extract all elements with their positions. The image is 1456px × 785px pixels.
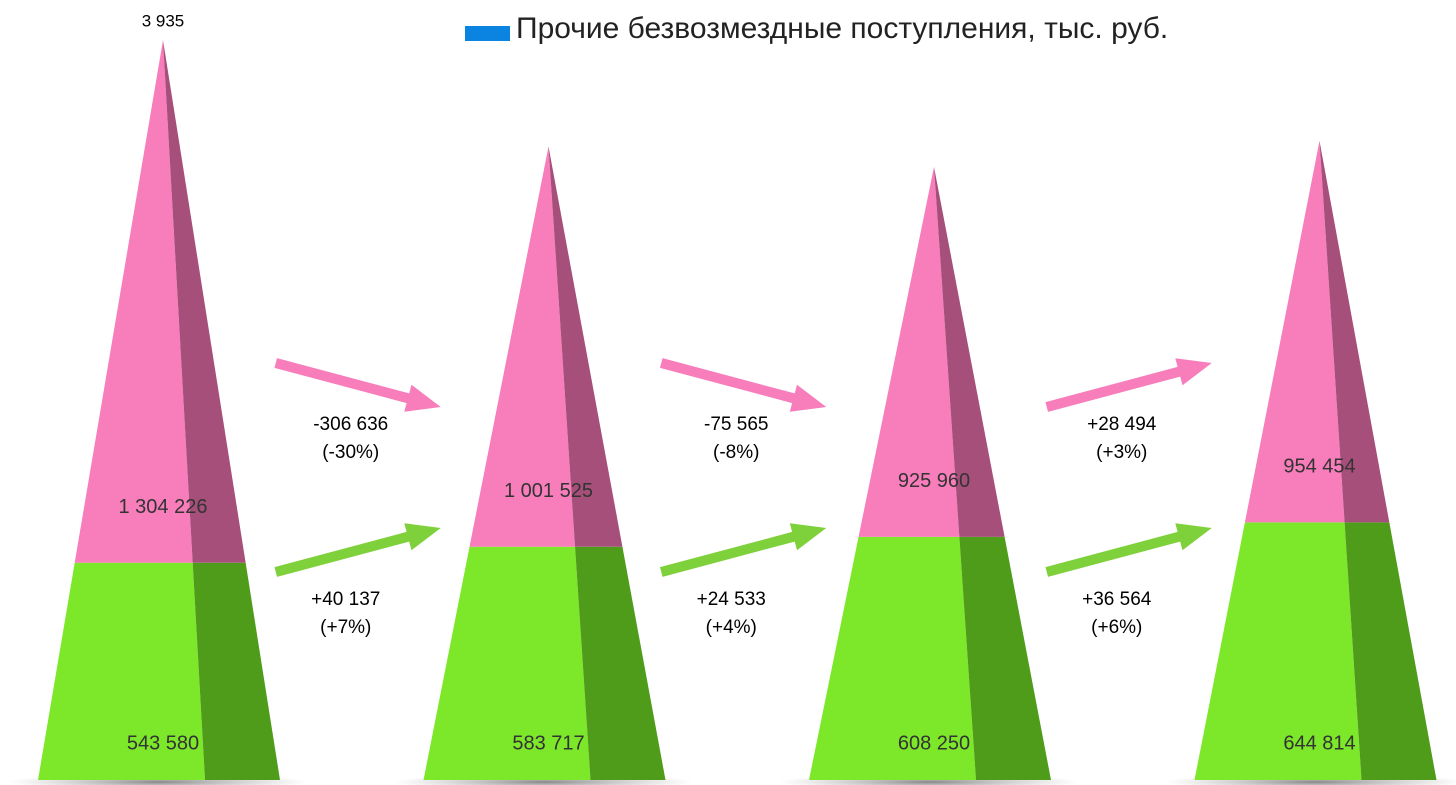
- segment-front: [38, 562, 205, 780]
- change-arrow: [1045, 523, 1212, 577]
- segment-front: [809, 536, 976, 780]
- segment-front: [74, 41, 193, 563]
- segment-front: [469, 146, 576, 547]
- segment-side: [575, 546, 666, 780]
- change-percent: (+6%): [1091, 617, 1142, 638]
- value-label: 583 717: [512, 732, 584, 754]
- legend-swatch: [465, 26, 510, 41]
- value-label: 1 304 226: [119, 496, 208, 518]
- segment-side: [1319, 140, 1390, 523]
- segment-front: [1244, 140, 1345, 523]
- change-arrow: [274, 358, 441, 412]
- change-percent: (+4%): [706, 617, 757, 638]
- change-label: +28 494: [1087, 414, 1157, 435]
- segment-side: [548, 146, 623, 547]
- change-arrow: [659, 358, 827, 412]
- change-percent: (+3%): [1096, 442, 1147, 463]
- change-label: +36 564: [1082, 589, 1152, 610]
- segment-front: [1194, 522, 1362, 780]
- change-arrow: [1045, 358, 1212, 412]
- change-label: -75 565: [704, 414, 768, 435]
- segment-side: [192, 562, 280, 780]
- change-label: +40 137: [311, 589, 380, 610]
- change-arrow: [274, 523, 441, 577]
- value-label: 543 580: [127, 732, 199, 754]
- change-percent: (+7%): [320, 617, 371, 638]
- value-label: 608 250: [898, 732, 970, 754]
- segment-side: [1344, 522, 1437, 780]
- legend-label: Прочие безвозмездные поступления, тыс. р…: [516, 12, 1168, 45]
- segment-side: [934, 166, 1005, 537]
- segment-front: [858, 166, 960, 537]
- segment-side: [959, 536, 1051, 780]
- value-label: 644 814: [1283, 732, 1355, 754]
- change-label: -306 636: [313, 414, 388, 435]
- value-label: 954 454: [1283, 456, 1355, 478]
- segment-front: [423, 546, 591, 780]
- segment-side: [163, 41, 246, 563]
- change-arrow: [659, 523, 827, 577]
- change-percent: (-8%): [713, 442, 759, 463]
- value-label: 1 001 525: [504, 480, 593, 502]
- value-label: 3 935: [142, 11, 185, 30]
- change-percent: (-30%): [322, 442, 379, 463]
- value-label: 925 960: [898, 470, 970, 492]
- change-label: +24 533: [697, 589, 766, 610]
